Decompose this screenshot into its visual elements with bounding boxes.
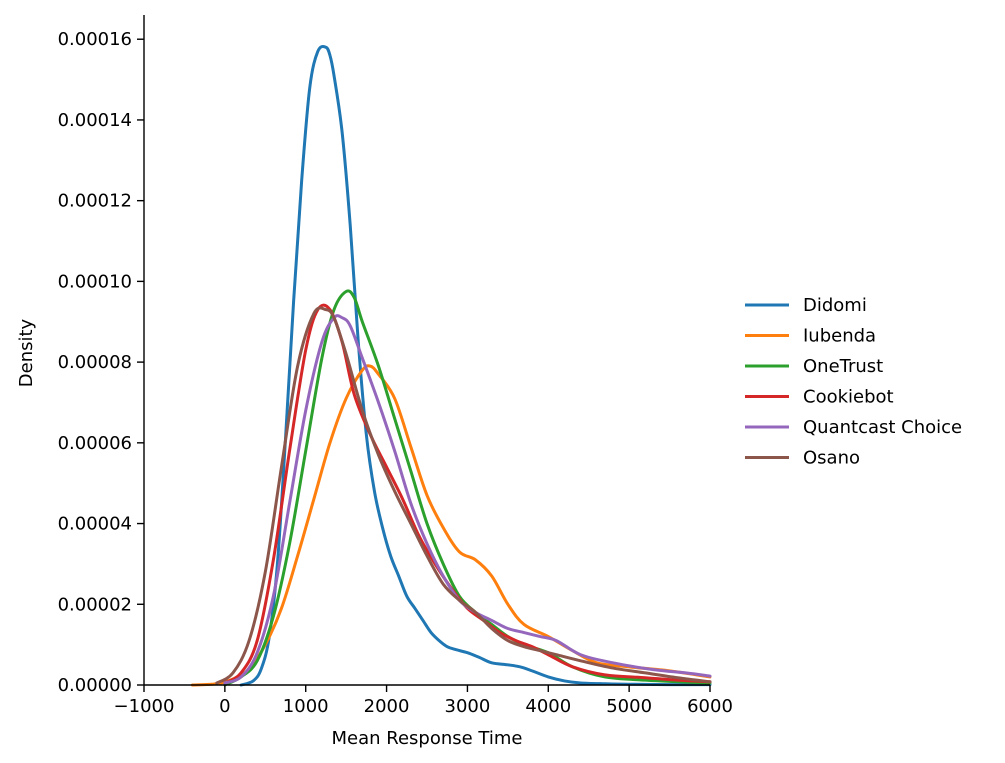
x-axis-title: Mean Response Time [332, 728, 523, 749]
series-line-cookiebot [223, 303, 712, 685]
x-axis-ticks: −1000 0 1000 2000 3000 4000 5000 6000 [114, 685, 733, 717]
legend-item: Didomi [745, 295, 867, 316]
series-line-quantcast-choice [223, 314, 712, 685]
x-tick-label: 1000 [283, 696, 329, 717]
y-tick-label: 0.00004 [58, 514, 132, 535]
series-line-didomi [239, 45, 712, 687]
legend-item: Iubenda [745, 326, 876, 347]
legend-item: Cookiebot [745, 387, 894, 408]
y-axis-ticks: 0.00000 0.00002 0.00004 0.00006 0.00008 0.000… [58, 29, 144, 696]
legend-item: Quantcast Choice [745, 417, 962, 438]
legend-item: OneTrust [745, 356, 883, 377]
x-tick-label: 5000 [606, 696, 652, 717]
legend-label: Quantcast Choice [803, 417, 962, 438]
series-line-iubenda [191, 364, 712, 687]
y-tick-label: 0.00002 [58, 594, 132, 615]
x-tick-label: 0 [219, 696, 230, 717]
x-tick-label: 4000 [525, 696, 571, 717]
legend-label: Osano [803, 448, 860, 469]
series-line-osano [215, 306, 712, 685]
y-tick-label: 0.00006 [58, 433, 132, 454]
y-tick-label: 0.00014 [58, 110, 132, 131]
x-tick-label: −1000 [114, 696, 175, 717]
x-tick-label: 3000 [445, 696, 491, 717]
legend-label: OneTrust [803, 356, 883, 377]
x-tick-label: 2000 [364, 696, 410, 717]
legend-label: Cookiebot [803, 387, 894, 408]
y-tick-label: 0.00016 [58, 29, 132, 50]
legend-label: Iubenda [803, 326, 876, 347]
x-tick-label: 6000 [687, 696, 733, 717]
y-tick-label: 0.00008 [58, 352, 132, 373]
y-tick-label: 0.00000 [58, 675, 132, 696]
legend: Didomi Iubenda OneTrust Cookiebot Quantcast … [745, 295, 962, 469]
y-tick-label: 0.00010 [58, 271, 132, 292]
legend-item: Osano [745, 448, 860, 469]
y-axis-title: Density [16, 318, 37, 387]
y-tick-label: 0.00012 [58, 191, 132, 212]
series-line-onetrust [223, 289, 712, 687]
legend-label: Didomi [803, 295, 867, 316]
series-layer [191, 45, 712, 687]
